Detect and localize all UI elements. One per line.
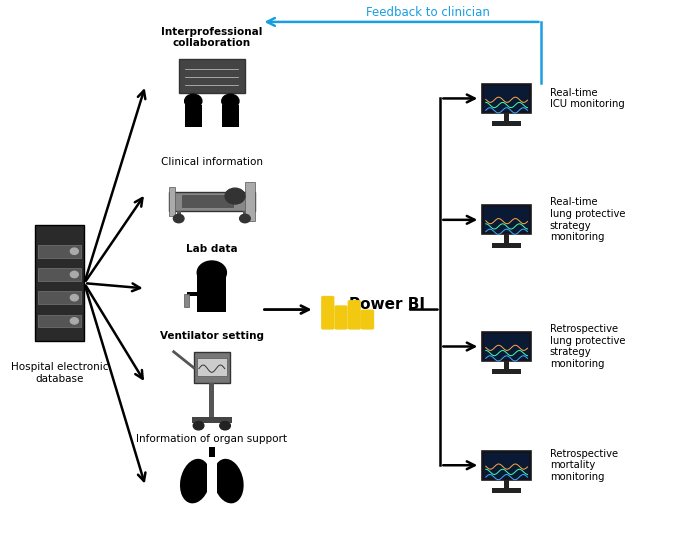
Bar <box>484 207 529 232</box>
Text: Information of organ support: Information of organ support <box>136 434 287 444</box>
Bar <box>492 243 521 248</box>
Text: Real-time
ICU monitoring: Real-time ICU monitoring <box>550 88 625 109</box>
Bar <box>222 105 239 128</box>
Bar <box>245 182 255 221</box>
Bar <box>492 488 521 493</box>
Circle shape <box>71 248 78 254</box>
FancyBboxPatch shape <box>347 300 361 329</box>
FancyBboxPatch shape <box>34 225 84 341</box>
Bar <box>197 358 227 375</box>
Circle shape <box>240 214 250 223</box>
Bar <box>182 195 234 208</box>
Bar <box>186 292 199 296</box>
Circle shape <box>71 271 78 278</box>
Bar <box>194 352 230 383</box>
Text: Retrospective
lung protective
strategy
monitoring: Retrospective lung protective strategy m… <box>550 324 625 369</box>
Bar <box>179 59 245 93</box>
Text: Clinical information: Clinical information <box>161 157 263 167</box>
Bar <box>243 210 247 218</box>
Bar <box>38 268 81 281</box>
Circle shape <box>197 261 226 284</box>
Bar <box>492 121 521 126</box>
Circle shape <box>71 295 78 301</box>
Circle shape <box>222 94 239 108</box>
Bar <box>185 105 202 128</box>
Text: Feedback to clinician: Feedback to clinician <box>366 6 490 19</box>
Bar <box>209 383 214 418</box>
Bar <box>169 187 175 216</box>
Circle shape <box>220 421 230 430</box>
Bar <box>504 480 509 489</box>
Bar <box>192 417 232 423</box>
Bar <box>484 86 529 111</box>
Bar <box>484 334 529 359</box>
Text: Power BI: Power BI <box>349 297 425 312</box>
Ellipse shape <box>213 459 244 504</box>
Bar <box>504 234 509 244</box>
Circle shape <box>185 94 202 108</box>
Circle shape <box>71 318 78 324</box>
FancyBboxPatch shape <box>334 305 347 329</box>
Text: Lab data: Lab data <box>186 244 238 254</box>
Bar <box>484 453 529 477</box>
FancyBboxPatch shape <box>361 310 374 329</box>
Bar <box>38 245 81 257</box>
Bar <box>38 315 81 327</box>
Text: Ventilator setting: Ventilator setting <box>160 331 264 341</box>
Bar <box>38 291 81 304</box>
Bar <box>208 447 215 462</box>
Bar <box>169 192 255 210</box>
Bar <box>482 84 532 113</box>
Bar <box>197 275 226 312</box>
Bar <box>492 370 521 374</box>
Circle shape <box>173 214 184 223</box>
Ellipse shape <box>180 459 210 504</box>
Bar <box>184 294 189 307</box>
Circle shape <box>193 421 204 430</box>
Text: Interprofessional
collaboration: Interprofessional collaboration <box>161 27 262 48</box>
Text: Hospital electronic
database: Hospital electronic database <box>11 363 108 384</box>
Text: Retrospective
mortality
monitoring: Retrospective mortality monitoring <box>550 449 618 482</box>
Bar <box>482 205 532 234</box>
Text: Real-time
lung protective
strategy
monitoring: Real-time lung protective strategy monit… <box>550 198 625 242</box>
Circle shape <box>225 188 245 204</box>
Bar <box>504 361 509 371</box>
Bar <box>482 332 532 361</box>
Bar <box>206 457 217 505</box>
FancyBboxPatch shape <box>321 296 334 329</box>
Bar <box>504 113 509 122</box>
Bar <box>482 451 532 480</box>
Bar <box>177 210 181 218</box>
